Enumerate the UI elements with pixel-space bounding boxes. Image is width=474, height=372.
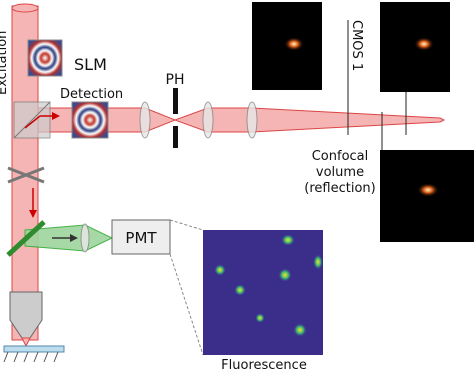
pmt-label: PMT [125,229,157,247]
camera-label: CMOS 1 [349,20,364,71]
excitation-label: Excitation [0,31,10,95]
pinhole-label: PH [166,72,185,88]
optics [3,2,474,363]
confocal-label: (reflection) [304,181,375,196]
confocal-label: volume [316,165,364,180]
detection-label: Detection [60,87,123,102]
slm-label: SLM [74,55,107,74]
fluorescence-label: Fluorescence [221,358,307,372]
confocal-label: Confocal [312,149,369,164]
